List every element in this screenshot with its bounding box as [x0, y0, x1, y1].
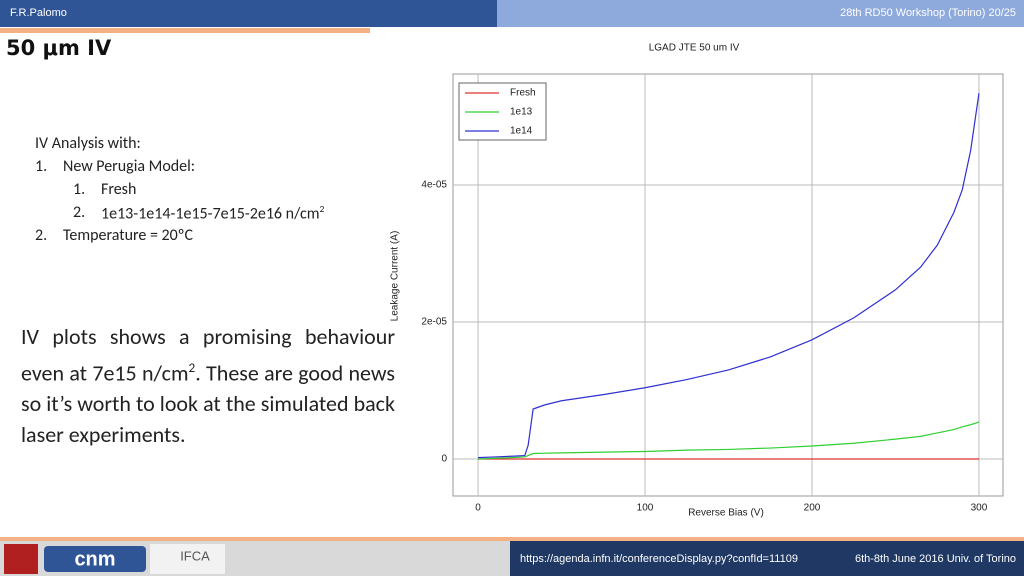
logo-cnm-text: cnm [74, 548, 115, 570]
logo-ifca-text: IFCA [180, 548, 210, 563]
slide-title: 50 μm IV [6, 36, 112, 60]
logo-us [4, 544, 38, 574]
logo-cnm [44, 546, 146, 572]
x-tick-label: 300 [971, 503, 988, 514]
header-event: 28th RD50 Workshop (Torino) 20/25 [840, 7, 1016, 19]
list-number: 1. [35, 157, 48, 176]
list-item: Temperature = 20ºC [63, 226, 194, 245]
plot-area [452, 73, 1004, 497]
y-tick-label: 0 [441, 454, 447, 465]
footer-bar [510, 541, 1024, 576]
header-author: F.R.Palomo [10, 7, 67, 19]
paragraph-text: . These are good news so it’s worth to l… [21, 359, 396, 449]
series-line [478, 93, 980, 459]
footer-url: https://agenda.infn.it/conferenceDisplay… [520, 553, 798, 565]
footer-accent [0, 537, 1024, 541]
x-tick-label: 200 [804, 503, 821, 514]
list-item: 1e13-1e14-1e15-7e15-2e16 n/cm2 [101, 203, 324, 223]
y-tick-label: 2e-05 [421, 317, 447, 328]
superscript: 2 [319, 203, 325, 215]
logo-ifca [150, 544, 225, 574]
x-axis-label: Reverse Bias (V) [688, 508, 764, 519]
header-accent [0, 28, 370, 33]
series-line [478, 421, 980, 460]
list-item-text: 1e13-1e14-1e15-7e15-2e16 n/cm [101, 204, 320, 224]
legend-label: 1e14 [510, 126, 533, 137]
list-item: New Perugia Model: [63, 157, 196, 176]
y-tick-label: 4e-05 [421, 180, 447, 191]
x-tick-label: 0 [475, 503, 481, 514]
x-tick-label: 100 [637, 503, 654, 514]
paragraph: IV plots shows a promising behaviour eve… [21, 321, 395, 450]
footer-date: 6th-8th June 2016 Univ. of Torino [855, 553, 1016, 565]
list-number: 2. [73, 203, 86, 222]
list-item: Fresh [101, 180, 137, 199]
y-axis-label: Leakage Current (A) [390, 231, 401, 322]
header-bar [0, 0, 497, 27]
header-bar-right [497, 0, 1024, 27]
analysis-intro: IV Analysis with: [35, 134, 141, 153]
legend-label: Fresh [510, 88, 536, 99]
superscript: 2 [188, 359, 196, 376]
paragraph-text: IV plots shows a promising behaviour eve… [21, 323, 395, 387]
legend-label: 1e13 [510, 107, 533, 118]
chart-title: LGAD JTE 50 um IV [649, 43, 740, 54]
list-number: 2. [35, 226, 48, 245]
list-number: 1. [73, 180, 86, 199]
